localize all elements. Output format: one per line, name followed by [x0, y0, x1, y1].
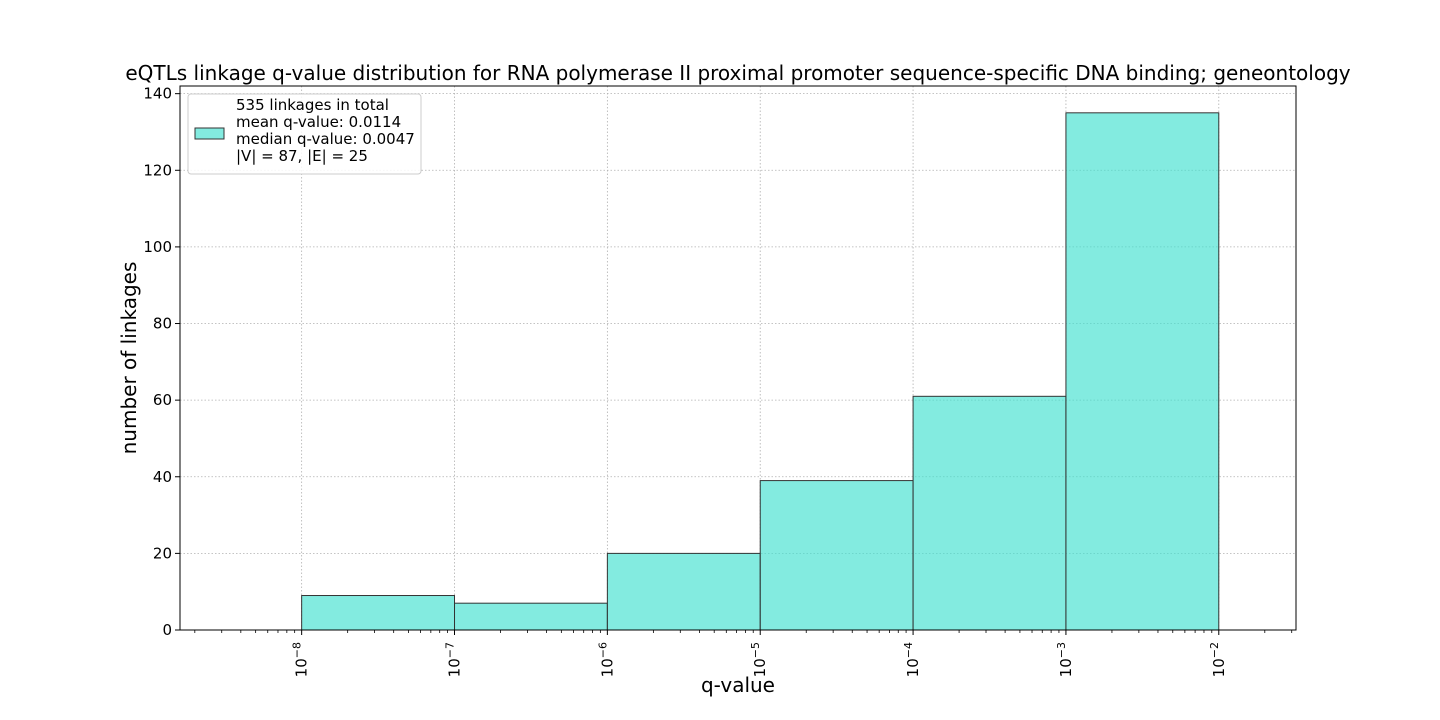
- histogram-bar: [301, 595, 456, 631]
- y-tick-label: 80: [153, 315, 172, 333]
- x-tick-label: 10−6: [596, 642, 616, 677]
- histogram-bar: [606, 552, 761, 631]
- legend-line: |V| = 87, |E| = 25: [236, 147, 368, 165]
- plot-frame: [179, 85, 1297, 631]
- histogram-bar: [912, 395, 1067, 631]
- x-tick-label: 10−5: [749, 642, 769, 677]
- x-tick-label: 10−2: [1208, 642, 1228, 677]
- histogram-bar: [454, 602, 608, 631]
- y-axis-label: number of linkages: [117, 262, 141, 455]
- y-tick-label: 60: [153, 391, 172, 409]
- x-tick-label: 10−3: [1055, 642, 1075, 677]
- legend-line: mean q-value: 0.0114: [236, 113, 401, 131]
- x-tick-label: 10−8: [291, 642, 311, 677]
- y-tick-label: 0: [162, 621, 172, 639]
- legend-swatch: [194, 127, 225, 140]
- histogram-bar: [759, 480, 914, 631]
- histogram-bar: [1065, 112, 1220, 631]
- y-tick-label: 140: [143, 85, 172, 103]
- y-tick-label: 100: [143, 238, 172, 256]
- legend-line: median q-value: 0.0047: [236, 130, 415, 148]
- legend-line: 535 linkages in total: [236, 96, 389, 114]
- x-axis-label: q-value: [701, 673, 775, 697]
- x-tick-label: 10−4: [902, 642, 922, 677]
- bars: [301, 112, 1220, 631]
- y-tick-label: 20: [153, 544, 172, 562]
- chart-title: eQTLs linkage q-value distribution for R…: [125, 61, 1350, 85]
- y-tick-label: 40: [153, 468, 172, 486]
- x-tick-label: 10−7: [444, 642, 464, 677]
- x-ticks: 10−8 10−7 10−6 10−5 10−4 10−3 10−2: [194, 630, 1293, 677]
- axes: [179, 85, 1297, 631]
- legend-box: [187, 93, 422, 175]
- y-tick-label: 120: [143, 161, 172, 179]
- y-ticks: 0 20 40 60 80 100 120 140: [143, 85, 180, 639]
